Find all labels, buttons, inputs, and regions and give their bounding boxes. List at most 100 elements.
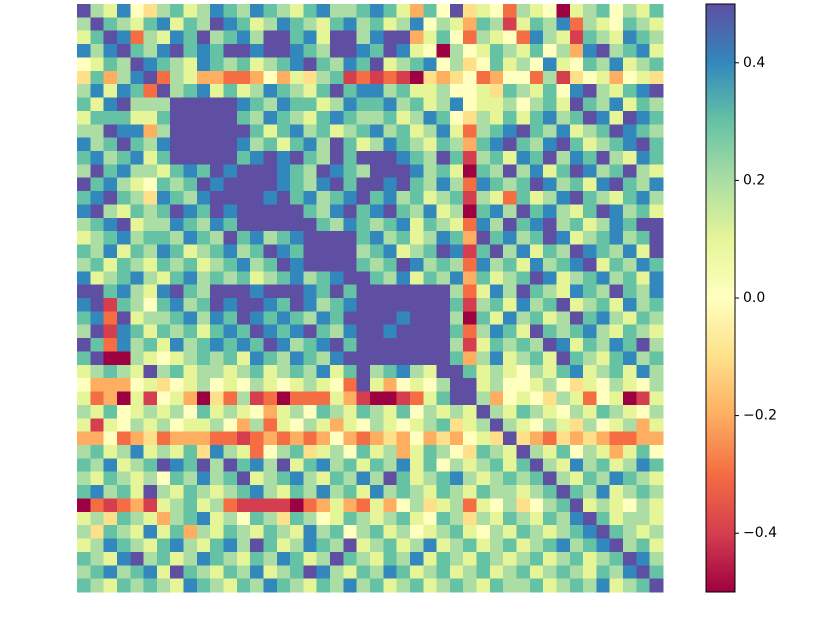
cell xyxy=(196,431,211,446)
cell xyxy=(156,30,171,45)
cell xyxy=(263,565,278,579)
cell xyxy=(210,525,224,539)
cell xyxy=(250,525,264,539)
cell xyxy=(156,445,171,459)
cell xyxy=(609,338,624,352)
cell xyxy=(476,4,491,18)
cell xyxy=(116,311,131,326)
cell xyxy=(436,471,451,486)
cell xyxy=(316,204,331,219)
cell xyxy=(250,551,264,566)
cell xyxy=(383,378,397,392)
cell xyxy=(396,164,411,179)
cell xyxy=(210,164,224,179)
cell xyxy=(609,271,624,285)
cell xyxy=(303,498,318,513)
cell xyxy=(370,511,384,526)
cell xyxy=(396,17,411,32)
cell xyxy=(449,551,464,566)
cell xyxy=(210,485,224,499)
cell xyxy=(170,498,184,513)
cell xyxy=(423,525,437,539)
cell xyxy=(489,151,504,165)
cell xyxy=(649,404,664,419)
cell xyxy=(290,84,304,98)
cell xyxy=(116,364,131,379)
cell xyxy=(543,485,557,499)
cell xyxy=(543,445,557,459)
cell xyxy=(77,498,91,513)
cell xyxy=(569,231,584,245)
cell xyxy=(556,364,571,379)
cell xyxy=(196,204,211,219)
cell xyxy=(569,137,584,152)
cell xyxy=(583,44,597,58)
cell xyxy=(236,498,251,513)
cell xyxy=(343,217,357,232)
cell xyxy=(183,471,198,486)
cell xyxy=(436,204,451,219)
cell xyxy=(210,378,224,392)
cell xyxy=(156,485,171,499)
cell xyxy=(263,137,278,152)
cell xyxy=(409,551,424,566)
cell xyxy=(276,445,291,459)
cell xyxy=(303,97,318,112)
cell xyxy=(569,97,584,112)
cell xyxy=(330,418,344,432)
cell xyxy=(436,485,451,499)
cell xyxy=(303,364,318,379)
cell xyxy=(263,284,278,299)
cell xyxy=(409,244,424,259)
cell xyxy=(223,84,238,98)
cell xyxy=(583,110,597,125)
cell xyxy=(196,391,211,406)
cell xyxy=(236,538,251,553)
cell xyxy=(596,271,611,285)
cell xyxy=(170,124,184,138)
cell xyxy=(596,257,611,272)
cell xyxy=(476,431,491,446)
cell xyxy=(343,244,357,259)
cell xyxy=(183,17,198,32)
cell xyxy=(143,431,158,446)
cell xyxy=(236,177,251,192)
cell xyxy=(356,30,371,45)
cell xyxy=(356,110,371,125)
cell xyxy=(609,485,624,499)
cell xyxy=(356,231,371,245)
cell xyxy=(569,151,584,165)
cell xyxy=(383,498,397,513)
cell xyxy=(596,418,611,432)
cell xyxy=(263,338,278,352)
cell xyxy=(543,551,557,566)
cell xyxy=(90,324,104,339)
cell xyxy=(250,578,264,593)
cell xyxy=(183,538,198,553)
cell xyxy=(569,271,584,285)
cell xyxy=(196,30,211,45)
cell xyxy=(569,445,584,459)
cell xyxy=(596,164,611,179)
cell xyxy=(436,284,451,299)
cell xyxy=(223,364,238,379)
cell xyxy=(569,538,584,553)
cell xyxy=(196,124,211,138)
cell xyxy=(636,351,650,366)
cell xyxy=(236,164,251,179)
cell xyxy=(583,551,597,566)
cell xyxy=(636,70,650,85)
cell xyxy=(356,191,371,205)
cell xyxy=(330,164,344,179)
cell xyxy=(156,231,171,245)
cell xyxy=(77,217,91,232)
cell xyxy=(116,84,131,98)
cell xyxy=(290,231,304,245)
cell xyxy=(130,338,144,352)
cell xyxy=(556,97,571,112)
cell xyxy=(290,511,304,526)
cell xyxy=(476,338,491,352)
cell xyxy=(343,284,357,299)
cell xyxy=(529,338,544,352)
